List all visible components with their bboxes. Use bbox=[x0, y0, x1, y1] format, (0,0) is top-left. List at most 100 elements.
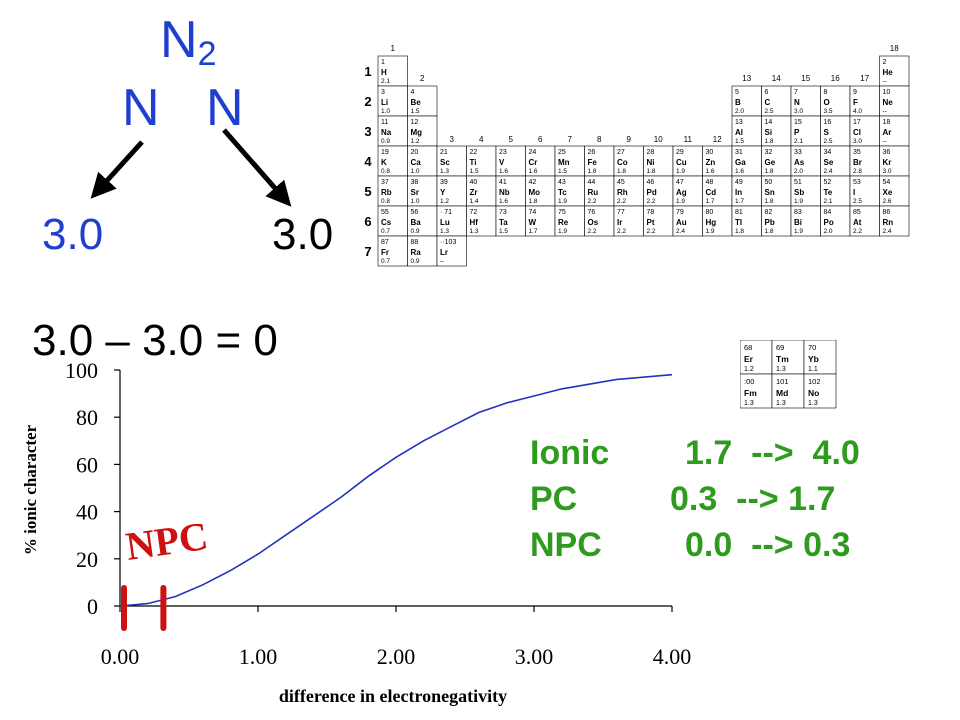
f-block-table: 68 Er 1.2 69 Tm 1.3 70 Yb 1.1:00 Fm 1.3 101 Md 1.3 102… bbox=[739, 339, 860, 425]
element-Ti: 22 Ti1.5 bbox=[466, 145, 497, 177]
electronegativity-value: 1.8 bbox=[617, 168, 626, 175]
electronegativity-value: 1.7 bbox=[529, 228, 538, 235]
row-npc-range: 0.0 --> 0.3 bbox=[685, 526, 851, 564]
electronegativity-value: -- bbox=[883, 108, 887, 115]
element-symbol: C bbox=[765, 98, 771, 107]
electronegativity-value: 0.8 bbox=[381, 168, 390, 175]
electronegativity-value: 3.0 bbox=[853, 138, 862, 145]
element-Na: 11 Na0.9 bbox=[377, 115, 408, 147]
electronegativity-value: 1.3 bbox=[440, 228, 449, 235]
atomic-number: 4 bbox=[411, 89, 415, 96]
element-Co: 27 Co1.8 bbox=[613, 145, 644, 177]
atomic-number: 82 bbox=[765, 209, 773, 216]
group-number-1: 1 bbox=[391, 44, 396, 53]
group-number-16: 16 bbox=[831, 74, 840, 83]
element-symbol: Be bbox=[411, 98, 422, 107]
electronegativity-value: 1.3 bbox=[440, 168, 449, 175]
electronegativity-value: 1.9 bbox=[794, 228, 803, 235]
element-Fe: 26 Fe1.8 bbox=[584, 145, 615, 177]
element-Rh: 45 Rh2.2 bbox=[613, 175, 644, 207]
element-symbol: Mg bbox=[411, 128, 423, 137]
electronegativity-value: 2.2 bbox=[647, 198, 656, 205]
x-tick-label-1.00: 1.00 bbox=[239, 644, 278, 669]
electronegativity-value: 1.8 bbox=[765, 168, 774, 175]
element-Rn: 86 Rn2.4 bbox=[879, 205, 910, 237]
element-Po: 84 Po2.0 bbox=[820, 205, 851, 237]
electronegativity-value: 2.1 bbox=[824, 198, 833, 205]
element-Md: 101 Md 1.3 bbox=[771, 373, 805, 409]
atomic-number: 72 bbox=[470, 209, 478, 216]
element-symbol: Y bbox=[440, 188, 446, 197]
element-F: 9 F4.0 bbox=[849, 85, 880, 117]
element-symbol: Cu bbox=[676, 158, 687, 167]
element-symbol: Ne bbox=[883, 98, 894, 107]
electronegativity-value: 3.0 bbox=[794, 108, 803, 115]
atomic-number: 13 bbox=[735, 119, 743, 126]
formula-symbol: N bbox=[160, 11, 198, 69]
element-Zr: 40 Zr1.4 bbox=[466, 175, 497, 207]
electronegativity-value: 1.7 bbox=[706, 198, 715, 205]
atomic-number: 31 bbox=[735, 149, 743, 156]
element-symbol: Ra bbox=[411, 248, 422, 257]
atomic-number: 21 bbox=[440, 149, 448, 156]
element-symbol: As bbox=[794, 158, 805, 167]
element-symbol: K bbox=[381, 158, 387, 167]
x-tick-label-0.00: 0.00 bbox=[101, 644, 140, 669]
element-Ra: 88 Ra0.9 bbox=[407, 235, 438, 267]
electronegativity-value: -- bbox=[440, 258, 444, 265]
element-symbol: Te bbox=[824, 188, 833, 197]
element-Er: 68 Er 1.2 bbox=[739, 339, 773, 375]
atomic-number: 69 bbox=[776, 343, 784, 352]
element-symbol: Xe bbox=[883, 188, 893, 197]
element-symbol: Nb bbox=[499, 188, 510, 197]
element-symbol: Md bbox=[776, 388, 788, 398]
element-symbol: No bbox=[808, 388, 819, 398]
element-symbol: Rb bbox=[381, 188, 392, 197]
element-Mn: 25 Mn1.5 bbox=[554, 145, 585, 177]
electronegativity-value: 1.8 bbox=[765, 138, 774, 145]
element-H: 1 H2.1 bbox=[377, 55, 408, 87]
period-number-4: 4 bbox=[364, 154, 372, 169]
electronegativity-value: 0.9 bbox=[411, 228, 420, 235]
element-B: 5 B2.0 bbox=[731, 85, 762, 117]
element-Se: 34 Se2.4 bbox=[820, 145, 851, 177]
difference-equation: 3.0 – 3.0 = 0 bbox=[32, 316, 278, 365]
element-symbol: Li bbox=[381, 98, 388, 107]
element-symbol: Ca bbox=[411, 158, 422, 167]
atomic-number: 42 bbox=[529, 179, 537, 186]
period-number-1: 1 bbox=[364, 64, 371, 79]
molecule-formula: N2 bbox=[160, 10, 216, 84]
npc-annotation: NPC bbox=[121, 513, 211, 631]
atomic-number: 86 bbox=[883, 209, 891, 216]
element-symbol: Sn bbox=[765, 188, 775, 197]
group-number-17: 17 bbox=[860, 74, 869, 83]
electronegativity-value: 1.6 bbox=[706, 168, 715, 175]
electronegativity-value: 2.2 bbox=[647, 228, 656, 235]
electronegativity-value: 2.1 bbox=[381, 78, 390, 85]
y-tick-label-20: 20 bbox=[76, 547, 98, 572]
atomic-number: 25 bbox=[558, 149, 566, 156]
element-symbol: Pd bbox=[647, 188, 657, 197]
periodic-table: 1 2 3 4 5 6 7 8 9 10 11 12 13 14 15 16 17 18 1 2 3 4 5 6 7 1 H 2.1 2… bbox=[356, 36, 916, 341]
element-symbol: Lr bbox=[440, 248, 448, 257]
element-symbol: Kr bbox=[883, 158, 892, 167]
atomic-number: 48 bbox=[706, 179, 714, 186]
atomic-number: 15 bbox=[794, 119, 802, 126]
electronegativity-value: 2.1 bbox=[794, 138, 803, 145]
electronegativity-value: 2.0 bbox=[735, 108, 744, 115]
atomic-number: 79 bbox=[676, 209, 684, 216]
electronegativity-value: 1.9 bbox=[706, 228, 715, 235]
element-symbol: Tc bbox=[558, 188, 567, 197]
atomic-number: 11 bbox=[381, 119, 388, 126]
atomic-number: 28 bbox=[647, 149, 655, 156]
atomic-number: 14 bbox=[765, 119, 773, 126]
electronegativity-value: 1.6 bbox=[499, 198, 508, 205]
element-Xe: 54 Xe2.6 bbox=[879, 175, 910, 207]
element-symbol: Cs bbox=[381, 218, 392, 227]
element-Ir: 77 Ir2.2 bbox=[613, 205, 644, 237]
element-symbol: Ni bbox=[647, 158, 655, 167]
element-Lr: ··103 Lr-- bbox=[436, 235, 467, 267]
element-Ar: 18 Ar-- bbox=[879, 115, 910, 147]
element-symbol: Er bbox=[744, 354, 754, 364]
atomic-number: 76 bbox=[588, 209, 596, 216]
